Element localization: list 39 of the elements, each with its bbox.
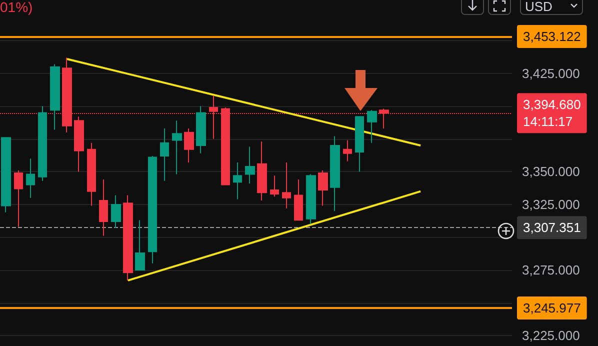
candlestick <box>87 142 96 206</box>
y-tick-label: 3,350.000 <box>522 164 580 180</box>
ref-line-label: 3,245.977 <box>523 300 581 316</box>
currency-dropdown: USD <box>520 0 583 15</box>
candlestick <box>294 179 303 221</box>
candlestick <box>306 174 316 225</box>
y-tick-label: 3,225.000 <box>522 328 580 344</box>
candlestick <box>148 155 157 264</box>
candlestick <box>355 116 364 172</box>
y-tick-label: 3,325.000 <box>522 196 580 212</box>
candlestick <box>270 175 279 198</box>
candlestick <box>367 110 377 144</box>
candlestick <box>330 136 340 212</box>
candlestick <box>74 116 84 172</box>
candlestick <box>160 128 169 182</box>
candlestick <box>111 194 121 229</box>
candlestick <box>172 120 182 175</box>
candlestick <box>38 106 47 182</box>
annotation: 01%) <box>0 0 33 15</box>
candlestick <box>26 158 35 198</box>
candlestick <box>282 162 291 209</box>
ref-line-label: 3,307.351 <box>523 220 581 236</box>
candlestick <box>318 170 328 206</box>
y-tick-label: 3,275.000 <box>522 262 580 278</box>
candlestick <box>14 170 23 228</box>
candlestick <box>184 128 194 164</box>
candlestick <box>99 179 108 236</box>
ref-line-label: 3,394.680 14:11:17 <box>523 97 581 130</box>
ref-line-label: 3,453.122 <box>523 29 581 44</box>
candlestick <box>123 194 133 281</box>
candlestick <box>196 106 206 154</box>
candlestick <box>257 141 267 202</box>
y-tick-label: 3,425.000 <box>522 66 580 81</box>
candlestick <box>50 64 60 130</box>
candlestick <box>135 220 145 270</box>
candlestick <box>245 146 255 184</box>
candlestick <box>233 162 242 200</box>
candlestick <box>1 137 11 213</box>
candlestick <box>343 140 352 162</box>
